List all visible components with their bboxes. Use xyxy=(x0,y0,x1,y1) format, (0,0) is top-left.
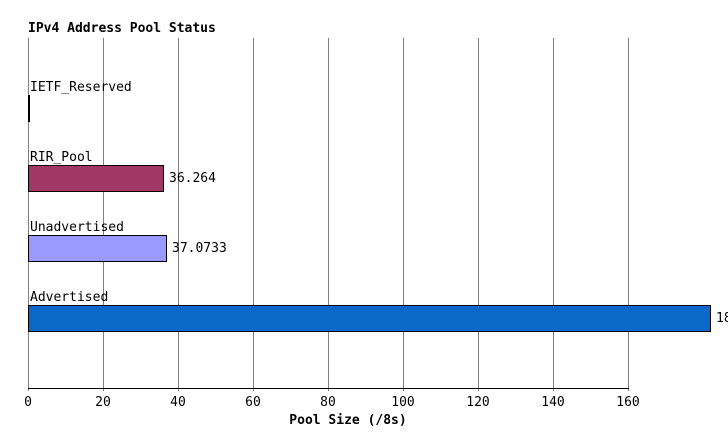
bar-category-label: RIR_Pool xyxy=(30,150,93,165)
chart-title: IPv4 Address Pool Status xyxy=(28,21,216,36)
x-tick-label: 100 xyxy=(391,395,415,410)
x-tick-label: 80 xyxy=(320,395,336,410)
bar xyxy=(28,305,711,332)
gridline xyxy=(178,38,179,391)
bar-category-label: Advertised xyxy=(30,290,109,305)
bar-value-label: 36.264 xyxy=(169,171,216,186)
x-tick-label: 140 xyxy=(541,395,565,410)
bar xyxy=(28,235,167,262)
bar-category-label: IETF_Reserved xyxy=(30,80,132,95)
gridline xyxy=(478,38,479,391)
x-tick-label: 160 xyxy=(616,395,640,410)
bar xyxy=(28,95,30,122)
x-axis-label: Pool Size (/8s) xyxy=(289,413,407,428)
x-tick-label: 20 xyxy=(95,395,111,410)
bar-value-label: 18 xyxy=(716,311,728,326)
x-tick-label: 120 xyxy=(466,395,490,410)
x-axis-line xyxy=(28,388,629,389)
gridline xyxy=(253,38,254,391)
bar-category-label: Unadvertised xyxy=(30,220,124,235)
gridline xyxy=(28,38,29,391)
gridline xyxy=(628,38,629,391)
gridline xyxy=(553,38,554,391)
x-tick-label: 60 xyxy=(245,395,261,410)
bar-value-label: 37.0733 xyxy=(172,241,227,256)
bar xyxy=(28,165,164,192)
gridline xyxy=(103,38,104,391)
gridline xyxy=(328,38,329,391)
x-tick-label: 0 xyxy=(24,395,32,410)
x-tick-label: 40 xyxy=(170,395,186,410)
gridline xyxy=(403,38,404,391)
